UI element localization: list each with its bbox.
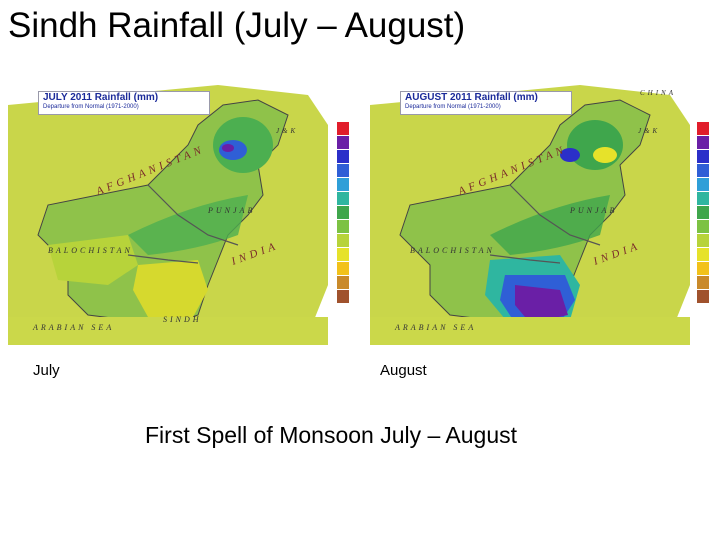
august-caption: August xyxy=(380,362,427,379)
july-legend-swatch xyxy=(337,178,349,191)
august-label-balochistan: BALOCHISTAN xyxy=(410,246,495,255)
august-legend xyxy=(697,122,711,304)
july-label-sindh: SINDH xyxy=(163,315,202,324)
august-map-header-title: AUGUST 2011 Rainfall (mm) xyxy=(405,92,538,103)
august-legend-swatch xyxy=(697,276,709,289)
july-map-header-title: JULY 2011 Rainfall (mm) xyxy=(43,92,159,103)
july-legend-swatch xyxy=(337,136,349,149)
august-legend-swatch xyxy=(697,220,709,233)
july-legend-swatch xyxy=(337,234,349,247)
slide-title: Sindh Rainfall (July – August) xyxy=(8,6,466,45)
august-legend-swatch xyxy=(697,136,709,149)
august-legend-swatch xyxy=(697,192,709,205)
august-north-green xyxy=(567,120,623,170)
july-map-header-note: Departure from Normal (1971-2000) xyxy=(43,104,139,110)
july-legend-swatch xyxy=(337,206,349,219)
august-central-green xyxy=(490,195,610,255)
august-label-china: CHINA xyxy=(640,89,676,97)
august-map-header: AUGUST 2011 Rainfall (mm) Departure from… xyxy=(400,91,572,115)
august-legend-swatch xyxy=(697,262,709,275)
august-legend-swatch xyxy=(697,290,709,303)
july-map-header: JULY 2011 Rainfall (mm) Departure from N… xyxy=(38,91,210,115)
july-balochistan-zone xyxy=(48,235,138,285)
august-legend-swatch xyxy=(697,206,709,219)
august-north-yellow xyxy=(593,147,617,163)
july-caption: July xyxy=(33,362,60,379)
july-legend-swatch xyxy=(337,164,349,177)
august-legend-swatch xyxy=(697,248,709,261)
slide-subtitle: First Spell of Monsoon July – August xyxy=(145,422,518,448)
july-legend-swatch xyxy=(337,248,349,261)
july-legend-swatch xyxy=(337,262,349,275)
july-legend-swatch xyxy=(337,290,349,303)
july-sindh-yellow xyxy=(133,260,208,317)
july-legend-swatch xyxy=(337,220,349,233)
august-legend-swatch xyxy=(697,164,709,177)
august-legend-swatch xyxy=(697,178,709,191)
july-legend xyxy=(337,122,351,304)
august-map-graphic: AFGHANISTAN INDIA BALOCHISTAN PUNJAB ARA… xyxy=(370,85,690,345)
july-legend-swatch xyxy=(337,276,349,289)
july-province-border xyxy=(147,184,239,246)
august-north-blue xyxy=(560,148,580,162)
august-sea xyxy=(370,317,690,345)
august-province-border xyxy=(509,184,601,246)
july-label-punjab: PUNJAB xyxy=(207,206,255,215)
july-legend-swatch xyxy=(337,122,349,135)
august-sindh-purple xyxy=(515,285,568,323)
july-legend-swatch xyxy=(337,192,349,205)
july-label-arabian-sea: ARABIAN SEA xyxy=(32,323,114,332)
july-map-graphic: AFGHANISTAN INDIA BALOCHISTAN PUNJAB SIN… xyxy=(8,85,328,345)
august-label-jk: J&K xyxy=(638,127,660,135)
july-label-jk: J&K xyxy=(276,127,298,135)
august-rainfall-map: AFGHANISTAN INDIA BALOCHISTAN PUNJAB ARA… xyxy=(370,85,690,345)
august-map-header-note: Departure from Normal (1971-2000) xyxy=(405,104,501,110)
august-legend-swatch xyxy=(697,234,709,247)
august-label-arabian-sea: ARABIAN SEA xyxy=(394,323,476,332)
august-label-punjab: PUNJAB xyxy=(569,206,617,215)
july-north-purple xyxy=(222,144,234,152)
july-central-green xyxy=(128,195,248,255)
august-province-border-2 xyxy=(489,254,561,264)
july-legend-swatch xyxy=(337,150,349,163)
july-province-border-2 xyxy=(127,254,199,264)
august-legend-swatch xyxy=(697,150,709,163)
july-sea xyxy=(8,317,328,345)
july-label-balochistan: BALOCHISTAN xyxy=(48,246,133,255)
july-rainfall-map: AFGHANISTAN INDIA BALOCHISTAN PUNJAB SIN… xyxy=(8,85,328,345)
august-legend-swatch xyxy=(697,122,709,135)
